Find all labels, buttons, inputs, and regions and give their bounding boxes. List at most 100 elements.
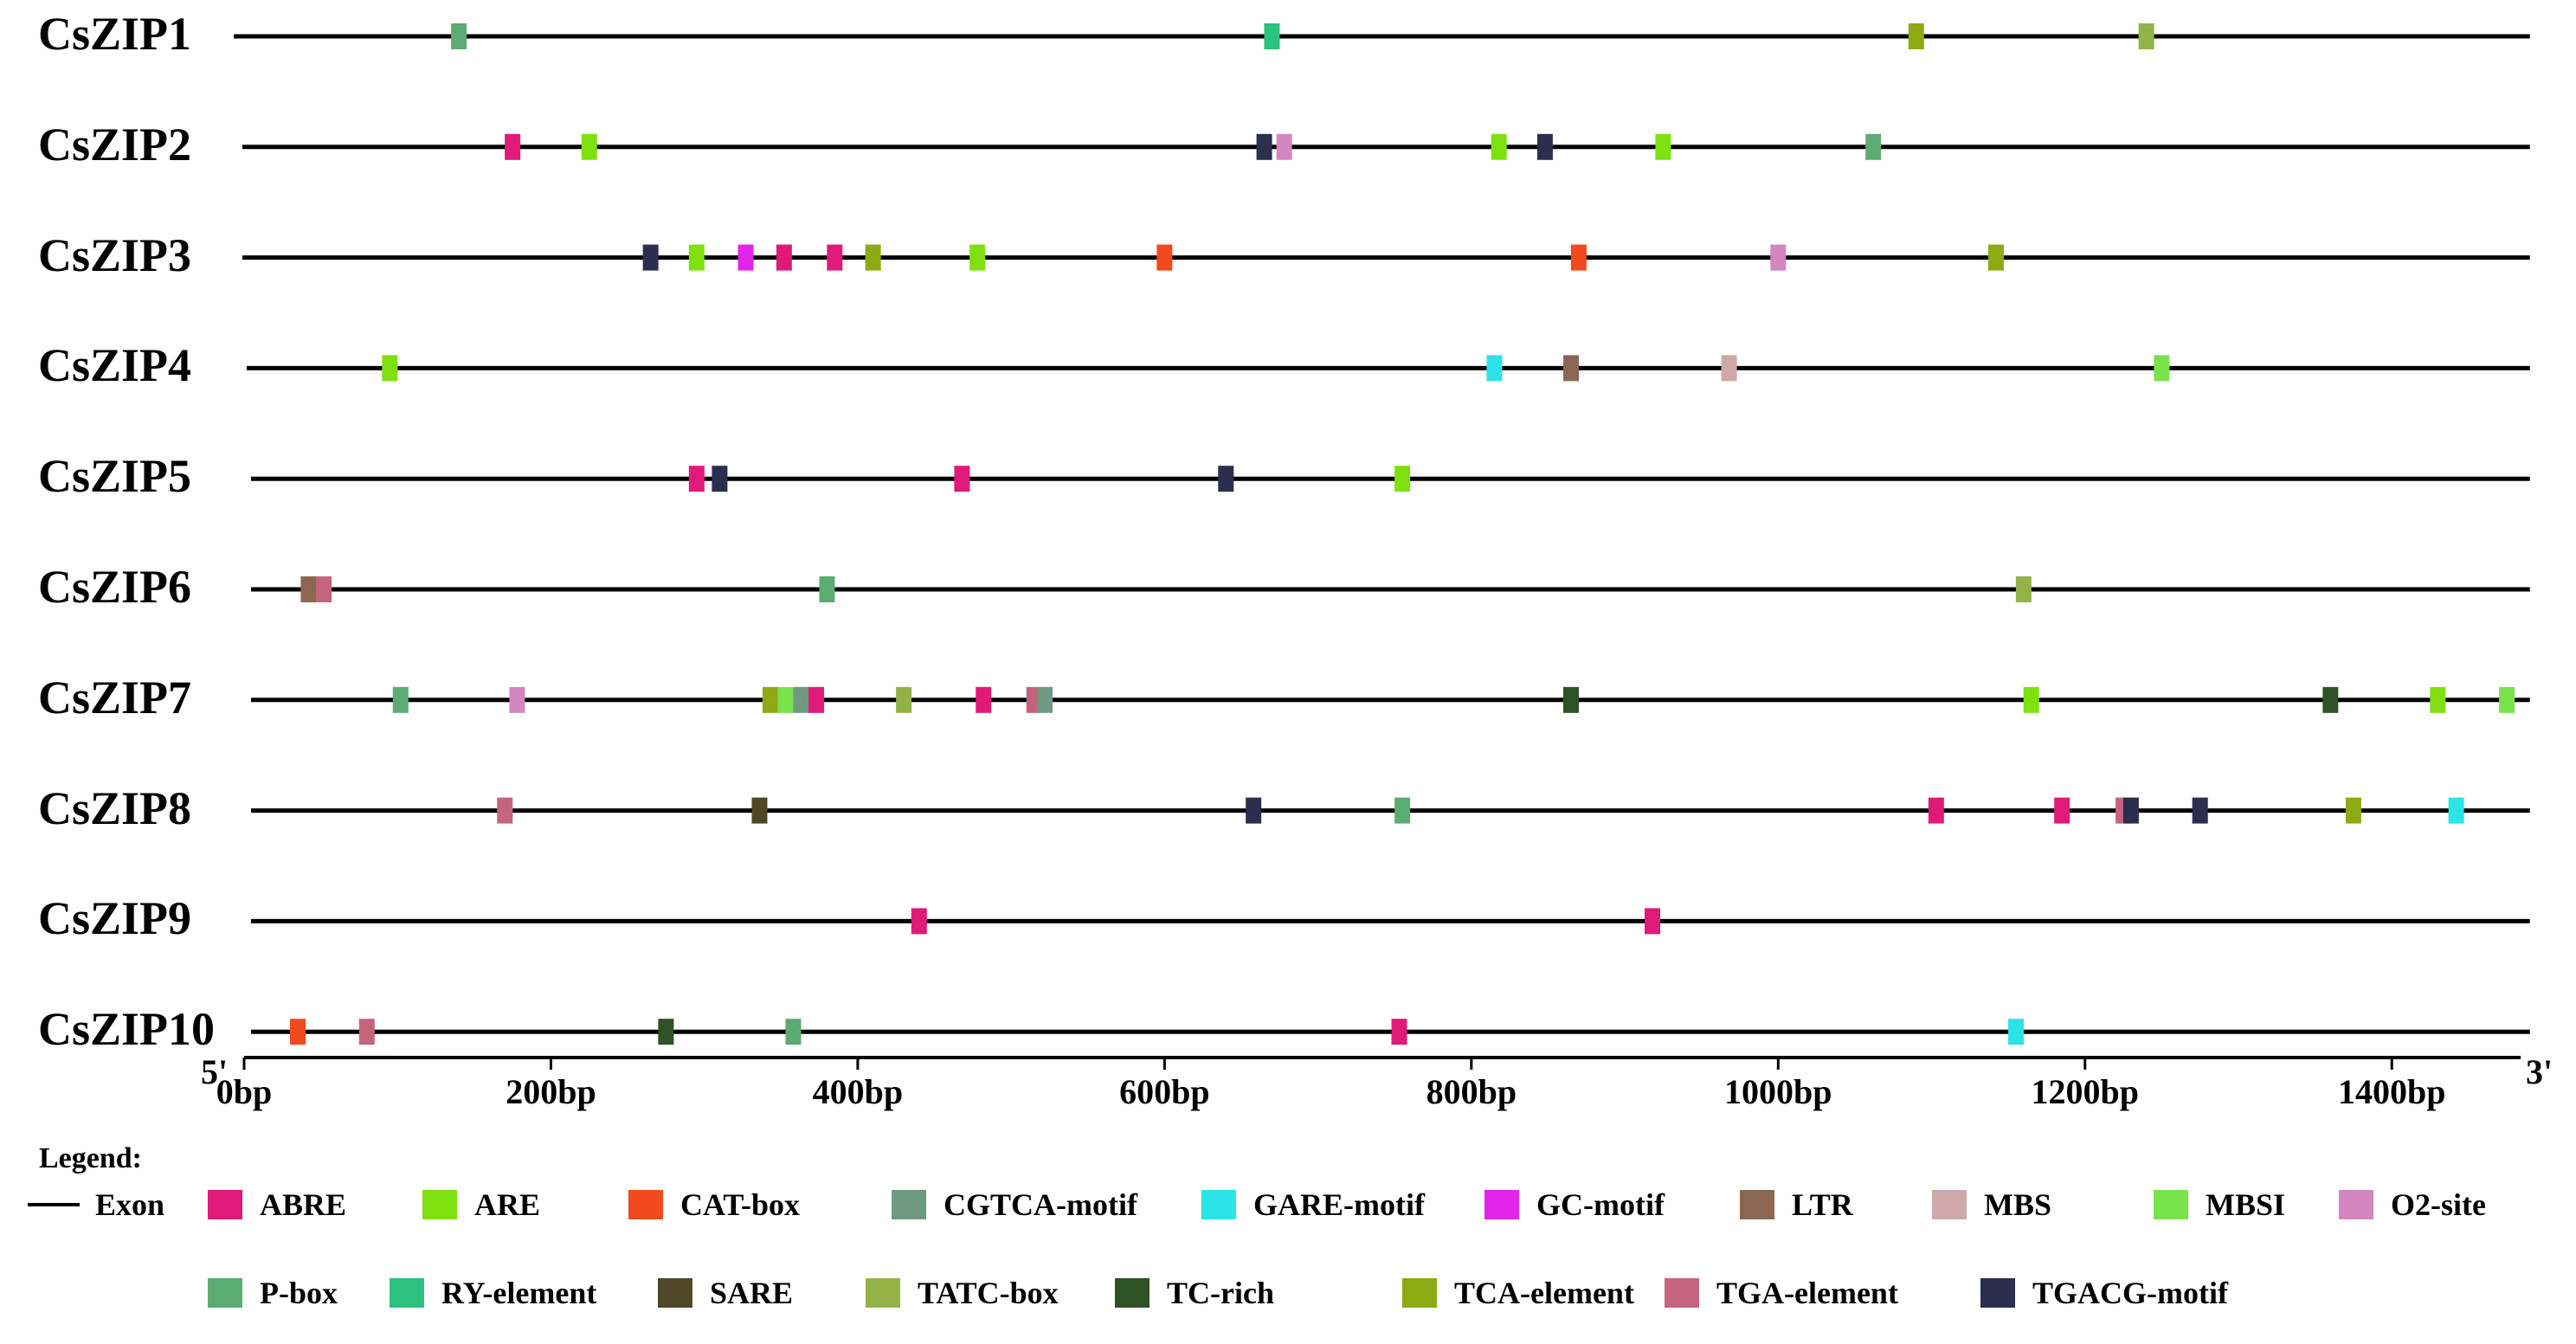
- element-GC-motif-CsZIP3-2: [737, 244, 754, 271]
- element-MBSI-CsZIP7-3: [777, 686, 794, 713]
- element-ARE-CsZIP7-11: [2023, 686, 2039, 713]
- element-ABRE-CsZIP10-4: [1391, 1019, 1407, 1045]
- element-TATC-box-CsZIP1-3: [2138, 23, 2154, 49]
- legend-item-GARE-motif: GARE-motif: [1201, 1187, 1425, 1222]
- x-tick-label-800bp: 800bp: [1426, 1072, 1517, 1111]
- element-MBSI-CsZIP7-14: [2499, 686, 2515, 713]
- legend-label-LTR: LTR: [1792, 1187, 1853, 1222]
- legend-label-RY-element: RY-element: [441, 1276, 597, 1310]
- legend-swatch-TGACG-motif: [1980, 1278, 2015, 1308]
- legend-swatch-SARE: [658, 1278, 692, 1308]
- legend-label-CAT-box: CAT-box: [680, 1187, 801, 1222]
- element-P-box-CsZIP7-0: [392, 686, 409, 713]
- element-O2-site-CsZIP7-1: [509, 686, 525, 713]
- element-TCA-element-CsZIP8-9: [2345, 797, 2361, 824]
- legend-swatch-TC-rich: [1115, 1278, 1150, 1308]
- gene-label-CsZIP10: CsZIP10: [38, 1003, 216, 1056]
- legend-swatch-TATC-box: [866, 1278, 900, 1308]
- element-ABRE-CsZIP8-4: [1928, 797, 1944, 824]
- element-TGACG-motif-CsZIP5-1: [712, 466, 728, 492]
- legend-label-ABRE: ABRE: [260, 1187, 347, 1222]
- legend-swatch-P-box: [208, 1278, 242, 1308]
- legend-exon-label: Exon: [95, 1187, 165, 1222]
- element-SARE-CsZIP8-1: [751, 797, 768, 824]
- x-tick-label-1200bp: 1200bp: [2031, 1072, 2140, 1111]
- legend-label-TCA-element: TCA-element: [1454, 1276, 1634, 1310]
- legend-swatch-RY-element: [390, 1278, 424, 1308]
- x-tick-label-1400bp: 1400bp: [2337, 1072, 2446, 1111]
- legend-swatch-MBS: [1932, 1190, 1967, 1219]
- legend-item-MBS: MBS: [1932, 1187, 2051, 1222]
- legend-item-RY-element: RY-element: [390, 1276, 596, 1310]
- legend-item-O2-site: O2-site: [2339, 1187, 2486, 1222]
- element-CAT-box-CsZIP10-0: [290, 1019, 306, 1045]
- axis-end-label: 3': [2526, 1052, 2553, 1091]
- x-tick-label-1000bp: 1000bp: [1724, 1072, 1832, 1111]
- gene-label-CsZIP8: CsZIP8: [38, 781, 192, 834]
- element-CGTCA-motif-CsZIP7-4: [793, 686, 809, 713]
- legend-label-GC-motif: GC-motif: [1536, 1187, 1665, 1222]
- legend-item-TC-rich: TC-rich: [1115, 1276, 1274, 1310]
- element-CAT-box-CsZIP3-7: [1156, 244, 1173, 271]
- element-RY-element-CsZIP1-1: [1264, 23, 1280, 49]
- gene-label-CsZIP7: CsZIP7: [38, 671, 192, 723]
- x-tick-label-400bp: 400bp: [812, 1072, 904, 1111]
- element-ABRE-CsZIP9-1: [1644, 908, 1660, 935]
- gene-label-CsZIP5: CsZIP5: [38, 450, 192, 503]
- element-P-box-CsZIP6-2: [819, 576, 835, 602]
- legend-swatch-CAT-box: [628, 1190, 663, 1219]
- legend-swatch-ARE: [422, 1190, 457, 1219]
- element-MBSI-CsZIP4-4: [2154, 355, 2170, 382]
- legend-swatch-MBSI: [2154, 1190, 2188, 1219]
- element-TGACG-motif-CsZIP2-5: [1536, 133, 1553, 160]
- element-TCA-element-CsZIP1-2: [1908, 23, 1924, 49]
- gene-label-CsZIP1: CsZIP1: [38, 8, 192, 60]
- legend-swatch-TCA-element: [1402, 1278, 1437, 1308]
- legend-label-O2-site: O2-site: [2391, 1187, 2486, 1222]
- legend-swatch-ABRE: [208, 1190, 242, 1219]
- element-TGA-element-CsZIP10-1: [358, 1019, 375, 1045]
- x-tick-label-0bp: 0bp: [216, 1072, 273, 1111]
- legend-swatch-O2-site: [2339, 1190, 2373, 1219]
- gene-label-CsZIP2: CsZIP2: [38, 118, 192, 170]
- legend-item-exon: Exon: [28, 1187, 164, 1222]
- element-ABRE-CsZIP3-3: [776, 244, 792, 271]
- element-ARE-CsZIP3-6: [969, 244, 986, 271]
- element-MBS-CsZIP4-3: [1721, 355, 1737, 382]
- element-TGACG-motif-CsZIP8-7: [2122, 797, 2139, 824]
- element-GARE-motif-CsZIP4-1: [1486, 355, 1503, 382]
- legend-exon-line: [28, 1203, 80, 1206]
- element-P-box-CsZIP1-0: [451, 23, 467, 49]
- legend-label-CGTCA-motif: CGTCA-motif: [943, 1187, 1137, 1222]
- legend-swatch-GC-motif: [1484, 1190, 1519, 1219]
- element-TC-rich-CsZIP7-10: [1563, 686, 1580, 713]
- element-ABRE-CsZIP2-0: [505, 133, 521, 160]
- element-CAT-box-CsZIP3-8: [1570, 244, 1587, 271]
- element-ABRE-CsZIP8-5: [2054, 797, 2070, 824]
- element-TATC-box-CsZIP6-3: [2015, 576, 2032, 602]
- element-TATC-box-CsZIP7-6: [896, 686, 912, 713]
- legend-label-TGACG-motif: TGACG-motif: [2032, 1276, 2228, 1310]
- legend-item-MBSI: MBSI: [2154, 1187, 2285, 1222]
- legend-label-GARE-motif: GARE-motif: [1253, 1187, 1425, 1222]
- element-ARE-CsZIP2-4: [1491, 133, 1507, 160]
- legend-item-P-box: P-box: [208, 1276, 338, 1310]
- element-ARE-CsZIP4-0: [382, 355, 398, 382]
- element-O2-site-CsZIP3-9: [1770, 244, 1787, 271]
- element-ABRE-CsZIP9-0: [911, 908, 927, 935]
- legend-label-TGA-element: TGA-element: [1716, 1276, 1898, 1310]
- legend-title: Legend:: [39, 1142, 142, 1174]
- element-P-box-CsZIP10-3: [785, 1019, 802, 1045]
- element-ARE-CsZIP3-1: [688, 244, 705, 271]
- element-ARE-CsZIP7-13: [2430, 686, 2446, 713]
- legend-item-TATC-box: TATC-box: [866, 1276, 1059, 1310]
- element-ABRE-CsZIP7-7: [976, 686, 992, 713]
- element-TGACG-motif-CsZIP2-2: [1256, 133, 1272, 160]
- axis-start-label: 5': [201, 1052, 229, 1091]
- element-TCA-element-CsZIP7-2: [762, 686, 778, 713]
- legend-label-SARE: SARE: [710, 1276, 794, 1310]
- element-ABRE-CsZIP5-2: [954, 466, 970, 492]
- element-GARE-motif-CsZIP10-5: [2008, 1019, 2025, 1045]
- legend-label-ARE: ARE: [474, 1187, 541, 1222]
